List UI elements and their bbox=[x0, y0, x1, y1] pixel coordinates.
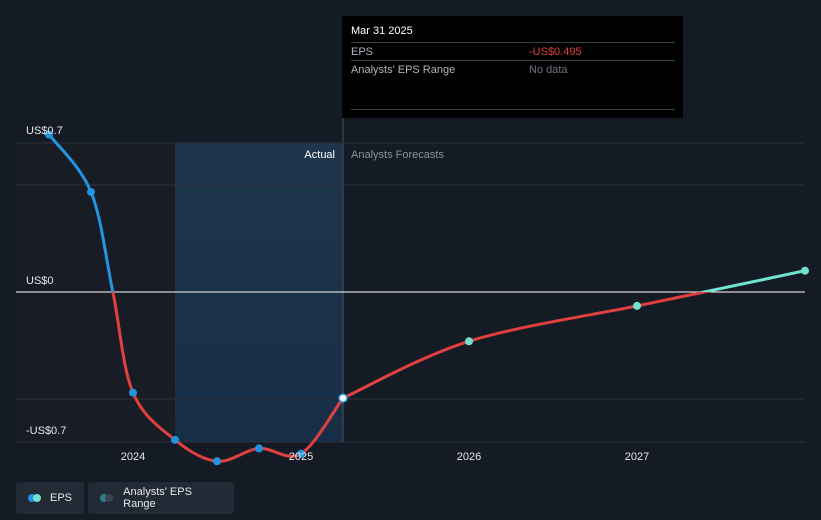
tooltip-eps-value: -US$0.495 bbox=[529, 46, 582, 58]
legend-eps-label: EPS bbox=[49, 492, 72, 504]
legend-eps-icon bbox=[28, 494, 42, 502]
data-point bbox=[171, 435, 179, 444]
legend-item-eps[interactable]: EPS bbox=[16, 482, 84, 514]
x-tick-label: 2027 bbox=[625, 451, 649, 463]
data-point bbox=[801, 266, 809, 275]
eps-actual-line-positive bbox=[47, 132, 115, 292]
eps-forecast-line-negative bbox=[341, 292, 712, 400]
tooltip-row-range: Analysts' EPS Range No data bbox=[351, 60, 675, 79]
data-point bbox=[45, 130, 53, 139]
forecast-label: Analysts Forecasts bbox=[351, 149, 444, 161]
data-point bbox=[633, 301, 641, 310]
tooltip: Mar 31 2025 EPS -US$0.495 Analysts' EPS … bbox=[342, 16, 683, 118]
legend-range-icon bbox=[100, 494, 115, 502]
tooltip-range-value: No data bbox=[529, 64, 568, 76]
tooltip-eps-label: EPS bbox=[351, 46, 374, 58]
data-point bbox=[255, 444, 263, 453]
data-point bbox=[129, 388, 137, 397]
tooltip-divider bbox=[351, 109, 675, 110]
y-tick-label: US$0 bbox=[26, 275, 54, 287]
eps-forecast-line-positive bbox=[696, 269, 807, 292]
data-point bbox=[87, 187, 95, 196]
legend-range-label: Analysts' EPS Range bbox=[123, 486, 192, 510]
x-tick-label: 2026 bbox=[457, 451, 481, 463]
y-tick-label: -US$0.7 bbox=[26, 425, 66, 437]
legend-item-eps-range[interactable]: Analysts' EPS Range bbox=[88, 482, 234, 514]
selected-point bbox=[338, 393, 348, 403]
x-tick-label: 2024 bbox=[121, 451, 145, 463]
tooltip-range-label: Analysts' EPS Range bbox=[351, 64, 456, 76]
y-tick-label: US$0.7 bbox=[26, 125, 63, 137]
tooltip-row-eps: EPS -US$0.495 bbox=[351, 42, 675, 61]
eps-actual-line-negative bbox=[111, 292, 345, 463]
actual-label: Actual bbox=[304, 149, 335, 161]
data-point bbox=[297, 449, 305, 458]
tooltip-date: Mar 31 2025 bbox=[351, 25, 413, 37]
data-point bbox=[213, 457, 221, 466]
x-tick-label: 2025 bbox=[289, 451, 313, 463]
data-point bbox=[465, 337, 473, 346]
